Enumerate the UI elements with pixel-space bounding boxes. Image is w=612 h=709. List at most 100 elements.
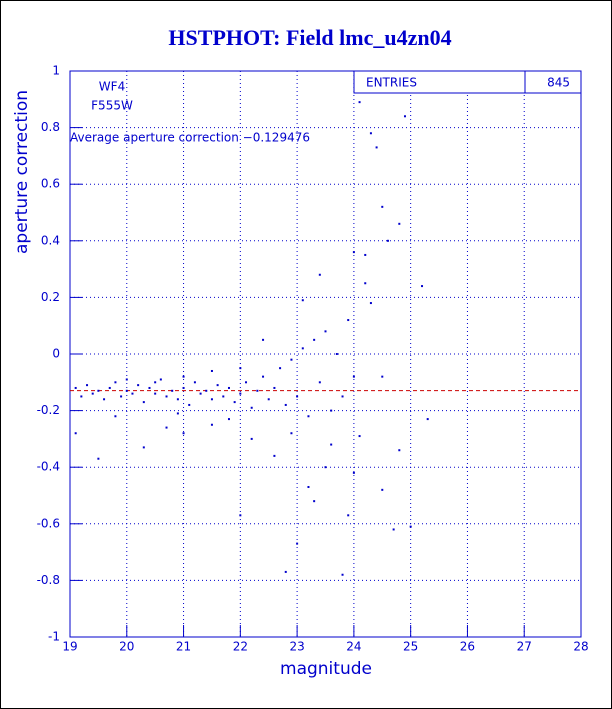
point [284, 403, 287, 406]
point [301, 347, 304, 350]
point [176, 412, 179, 415]
point [364, 253, 367, 256]
y-tick-label: 1 [52, 64, 60, 78]
y-tick-label: -0.8 [37, 573, 60, 587]
y-axis-label: aperture correction [12, 90, 32, 254]
point [364, 282, 367, 285]
point [386, 239, 389, 242]
point [182, 386, 185, 389]
point [91, 392, 94, 395]
point [352, 471, 355, 474]
point [358, 101, 361, 104]
point [324, 330, 327, 333]
y-tick-label: -0.4 [37, 460, 60, 474]
point [273, 386, 276, 389]
point [154, 381, 157, 384]
point [313, 338, 316, 341]
y-tick-label: 0.4 [41, 233, 60, 247]
point [358, 435, 361, 438]
x-tick-label: 24 [346, 640, 361, 654]
point [142, 401, 145, 404]
point [375, 146, 378, 149]
point [392, 528, 395, 531]
point [262, 338, 265, 341]
point [199, 392, 202, 395]
point [421, 285, 424, 288]
point [409, 525, 412, 528]
point [381, 205, 384, 208]
point [114, 381, 117, 384]
point [347, 319, 350, 322]
point [165, 395, 168, 398]
point [273, 454, 276, 457]
point [227, 418, 230, 421]
point [381, 488, 384, 491]
point [142, 446, 145, 449]
point [131, 392, 134, 395]
stats-box [353, 70, 582, 94]
point [330, 409, 333, 412]
point [324, 466, 327, 469]
point [267, 398, 270, 401]
point [352, 251, 355, 254]
stats-label: ENTRIES [366, 76, 417, 90]
point [108, 386, 111, 389]
point [182, 432, 185, 435]
point [193, 381, 196, 384]
point [171, 389, 174, 392]
point [301, 299, 304, 302]
point [341, 573, 344, 576]
chart-title: HSTPHOT: Field lmc_u4zn04 [168, 25, 451, 50]
annotation: Average aperture correction −0.129476 [70, 131, 310, 145]
x-tick-label: 22 [233, 640, 248, 654]
point [148, 386, 151, 389]
point [290, 358, 293, 361]
y-tick-label: 0.6 [41, 177, 60, 191]
point [381, 375, 384, 378]
point [318, 273, 321, 276]
point [403, 115, 406, 118]
point [256, 389, 259, 392]
y-tick-label: -1 [48, 630, 60, 644]
point [222, 395, 225, 398]
point [154, 392, 157, 395]
annotation: F555W [91, 99, 133, 113]
point [239, 367, 242, 370]
point [176, 398, 179, 401]
point [86, 384, 89, 387]
y-tick-label: -0.2 [37, 403, 60, 417]
x-tick-label: 21 [176, 640, 191, 654]
point [369, 132, 372, 135]
point [250, 437, 253, 440]
point [210, 423, 213, 426]
x-tick-label: 20 [119, 640, 134, 654]
point [74, 386, 77, 389]
x-tick-label: 28 [573, 640, 588, 654]
point [313, 500, 316, 503]
point [103, 398, 106, 401]
point [210, 398, 213, 401]
x-tick-label: 27 [517, 640, 532, 654]
stats-value: 845 [547, 76, 570, 90]
x-tick-label: 25 [403, 640, 418, 654]
point [335, 353, 338, 355]
point [114, 415, 117, 418]
point [188, 403, 191, 406]
x-tick-label: 23 [289, 640, 304, 654]
point [330, 443, 333, 446]
point [233, 401, 236, 404]
y-tick-label: -0.6 [37, 516, 60, 530]
point [307, 415, 310, 418]
point [80, 395, 83, 398]
point [262, 375, 265, 378]
point [74, 432, 77, 435]
point [296, 395, 299, 398]
plot-frame [69, 70, 582, 638]
x-tick-label: 19 [62, 640, 77, 654]
point [307, 486, 310, 489]
point [398, 222, 401, 225]
point [245, 381, 248, 384]
y-tick-label: 0.8 [41, 120, 60, 134]
point [227, 386, 230, 389]
